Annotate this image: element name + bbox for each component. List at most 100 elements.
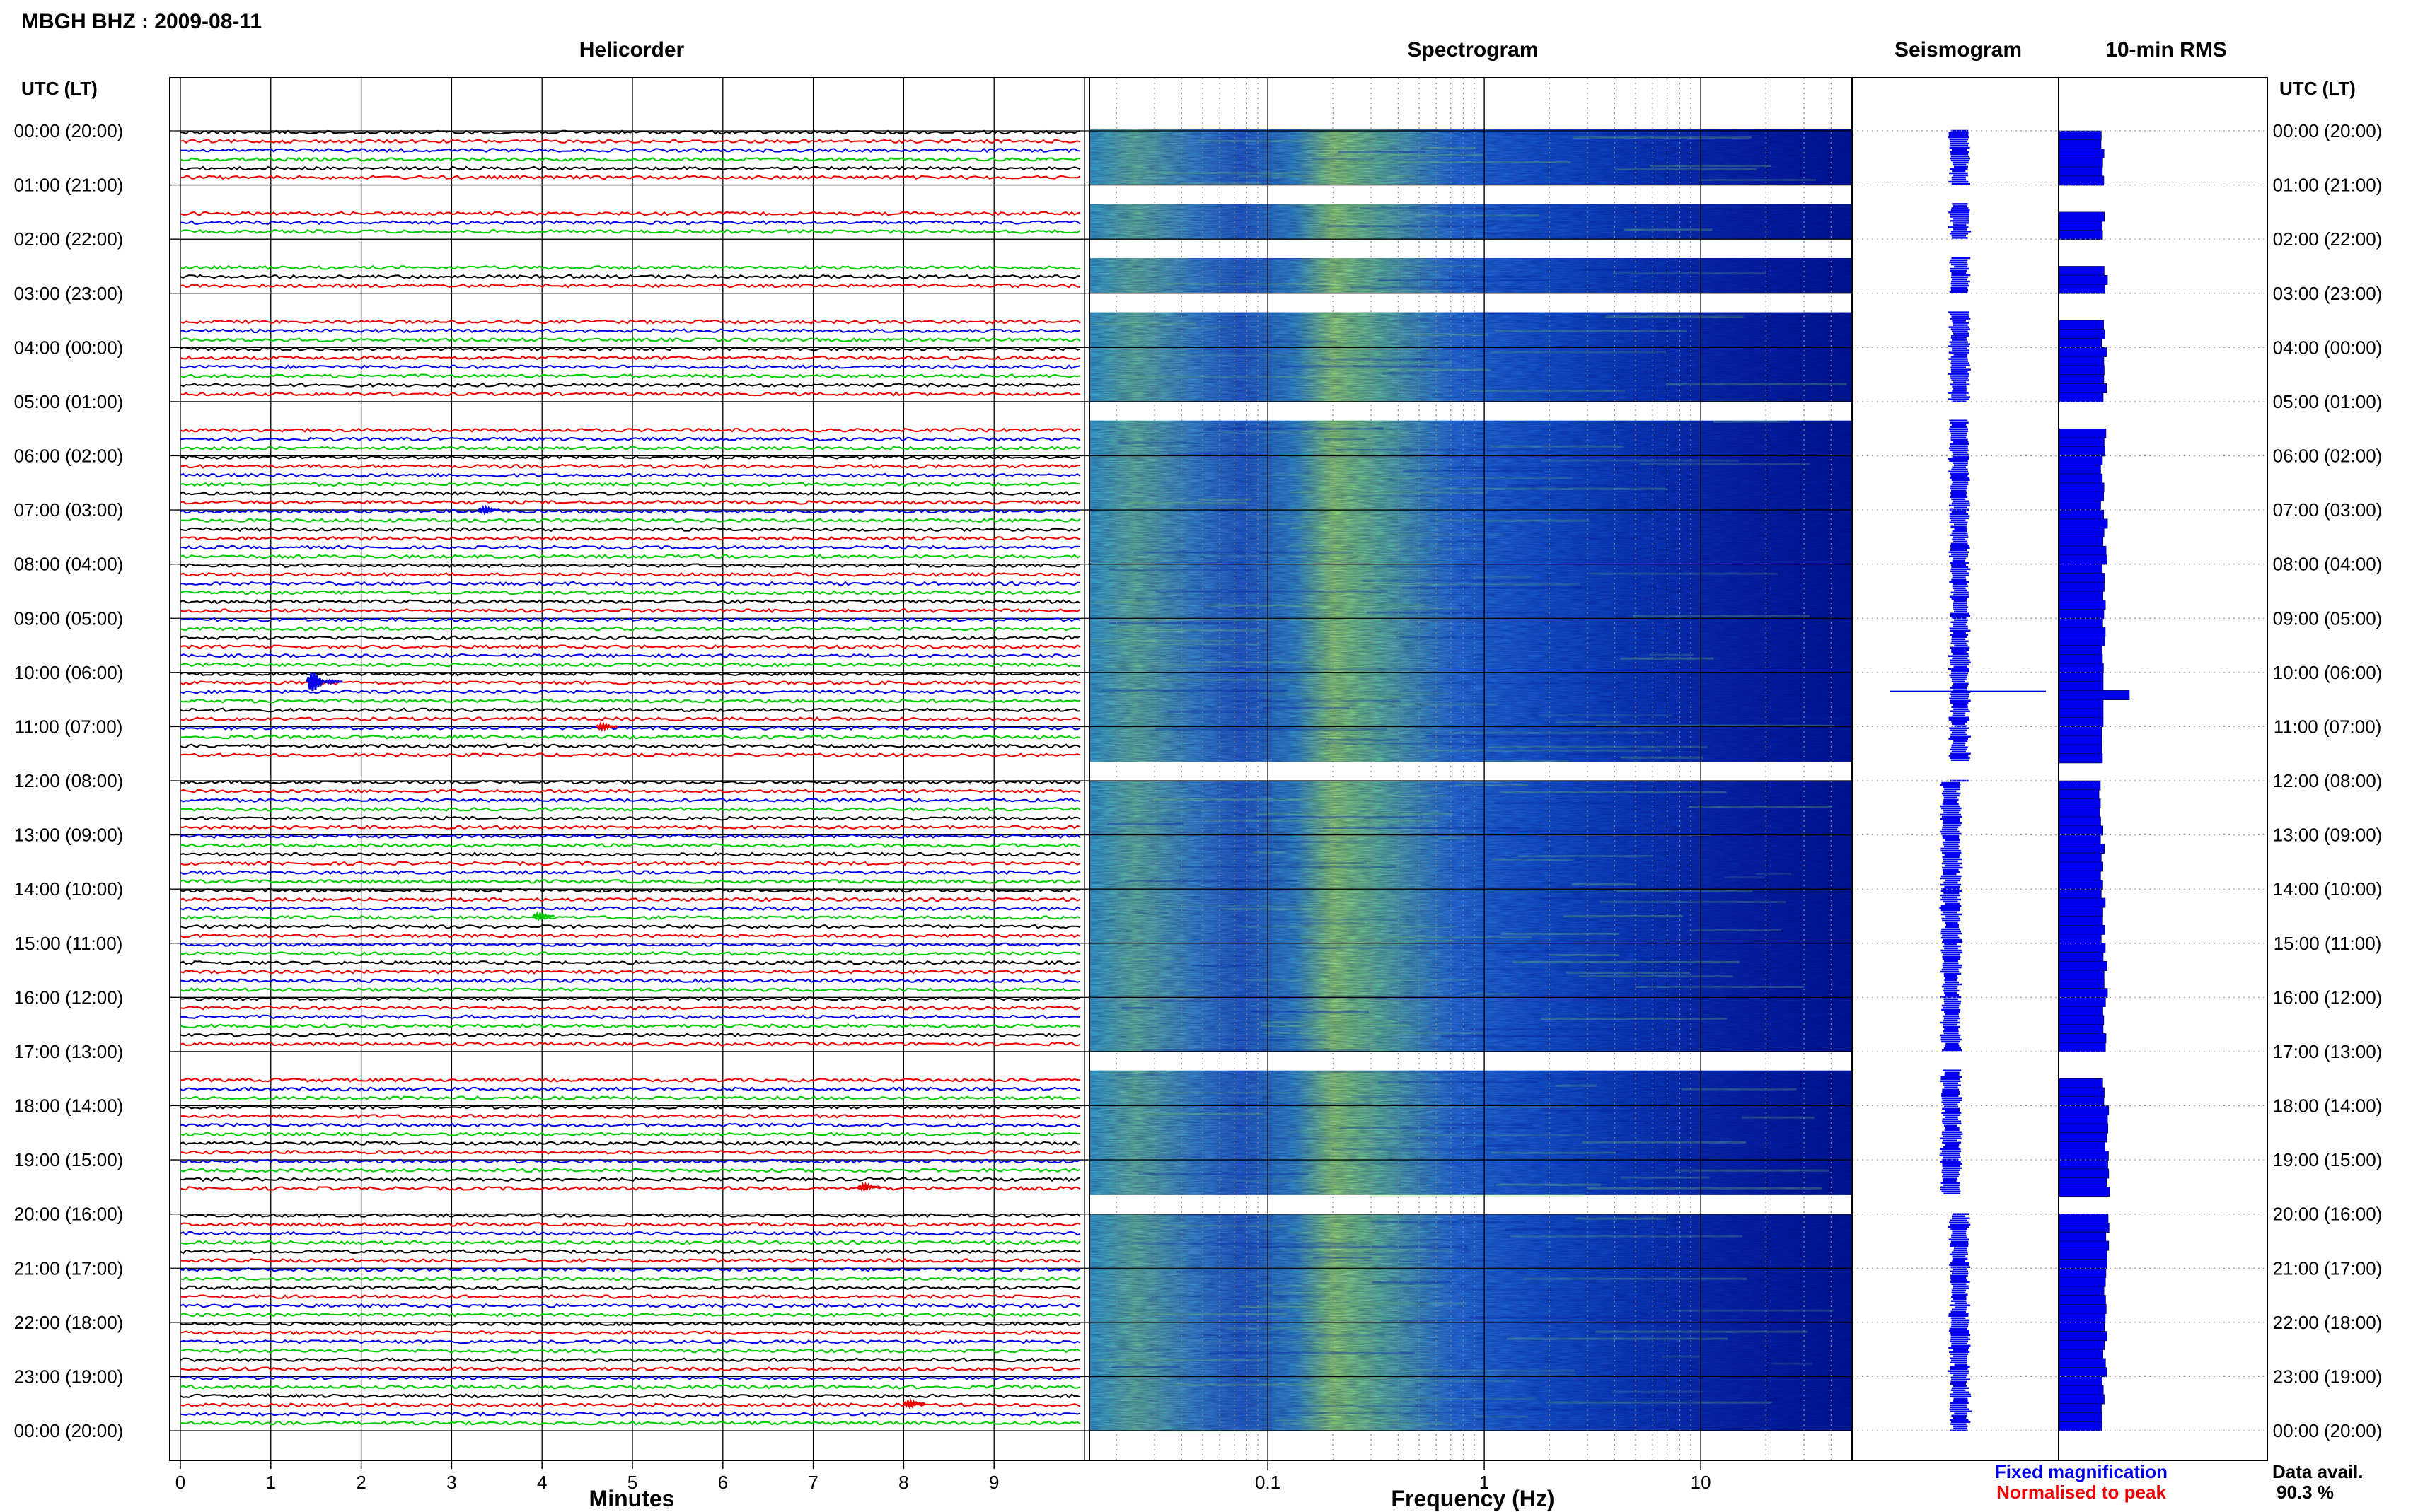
rms-bar xyxy=(2058,1277,2106,1287)
rms-bar xyxy=(2058,1367,2107,1378)
seismogram-trace xyxy=(1948,129,1970,185)
rms-bar xyxy=(2058,852,2102,863)
helicorder-heading: Helicorder xyxy=(579,38,685,62)
rms-bar xyxy=(2058,446,2105,457)
helicorder-trace xyxy=(180,834,1081,839)
time-label-left: 07:00 (03:00) xyxy=(14,499,124,521)
time-label-left: 10:00 (06:00) xyxy=(14,662,124,683)
rms-bar xyxy=(2058,564,2103,574)
rms-bar xyxy=(2058,365,2105,376)
helicorder-trace xyxy=(180,472,1081,478)
rms-bar xyxy=(2058,789,2100,800)
helicorder-trace xyxy=(180,1140,1081,1146)
helicorder-trace xyxy=(180,779,1081,785)
helicorder-trace xyxy=(180,878,1081,884)
rms-bar xyxy=(2058,1349,2103,1359)
time-label-left: 14:00 (10:00) xyxy=(14,878,124,900)
helicorder-trace xyxy=(180,129,1081,135)
helicorder-trace xyxy=(180,175,1081,180)
rms-bar xyxy=(2058,708,2104,719)
rms-bar xyxy=(2058,581,2105,592)
rms-bar xyxy=(2058,934,2102,944)
helicorder-trace xyxy=(180,1177,1081,1182)
helicorder-trace xyxy=(180,897,1081,902)
rms-bar xyxy=(2058,1358,2106,1368)
helicorder-trace xyxy=(180,328,1081,334)
minute-tick-label: 7 xyxy=(808,1472,818,1493)
seismogram-trace xyxy=(1949,257,1971,293)
panel-frames xyxy=(169,77,2268,1461)
data-avail-value: 90.3 % xyxy=(2277,1482,2334,1503)
rms-bar xyxy=(2058,825,2103,836)
time-label-left: 01:00 (21:00) xyxy=(14,175,124,196)
rms-bar xyxy=(2058,392,2104,402)
rms-bar xyxy=(2058,1240,2110,1251)
rms-bar xyxy=(2058,780,2101,791)
time-label-right: 00:00 (20:00) xyxy=(2273,120,2383,141)
rms-bar xyxy=(2058,807,2100,818)
helicorder-panel xyxy=(170,78,1852,1460)
rms-bar xyxy=(2058,672,2104,682)
time-label-left: 02:00 (22:00) xyxy=(14,228,124,250)
helicorder-trace xyxy=(180,1276,1081,1281)
rms-bar xyxy=(2058,274,2108,285)
helicorder-trace xyxy=(180,581,1081,586)
helicorder-trace xyxy=(180,1168,1081,1173)
rms-bar xyxy=(2058,1322,2105,1332)
helicorder-trace xyxy=(180,1041,1081,1047)
rms-bar xyxy=(2058,970,2105,980)
seismogram-panel xyxy=(1890,129,2046,1431)
rms-bar xyxy=(2058,1177,2107,1188)
seismic-event xyxy=(857,1181,881,1193)
helicorder-trace xyxy=(180,274,1081,279)
rms-bar xyxy=(2058,943,2106,953)
helicorder-trace xyxy=(180,635,1081,641)
rms-bar xyxy=(2058,1295,2106,1305)
helicorder-trace xyxy=(180,571,1081,578)
rms-bar xyxy=(2058,320,2104,330)
helicorder-trace xyxy=(180,915,1081,920)
rms-bar xyxy=(2058,509,2104,520)
rms-bar xyxy=(2058,816,2101,827)
helicorder-trace xyxy=(180,156,1080,162)
rms-bar xyxy=(2058,979,2105,989)
helicorder-trace xyxy=(180,1023,1081,1029)
time-label-right: 22:00 (18:00) xyxy=(2273,1312,2383,1333)
helicorder-trace xyxy=(180,590,1081,595)
utc-label-right: UTC (LT) xyxy=(2279,78,2356,99)
time-label-right: 02:00 (22:00) xyxy=(2273,228,2383,250)
rms-bar xyxy=(2058,1159,2108,1170)
helicorder-trace xyxy=(180,996,1081,1001)
rms-bar xyxy=(2058,699,2104,709)
helicorder-trace xyxy=(180,662,1081,668)
helicorder-trace xyxy=(180,283,1081,289)
helicorder-trace xyxy=(180,1384,1081,1390)
x-axes: 0 1 2 3 4 5 6 7 8 9 0.1 1 10 xyxy=(175,1460,1711,1493)
seismogram-trace xyxy=(1948,419,1971,761)
rms-bar xyxy=(2058,617,2103,628)
seismic-event xyxy=(531,910,555,922)
rms-bar xyxy=(2058,897,2106,908)
seismogram-heading: Seismogram xyxy=(1895,38,2022,62)
spectrogram-panel xyxy=(1089,78,1852,1460)
rms-bar xyxy=(2058,573,2105,583)
helicorder-trace xyxy=(180,463,1081,469)
spectrogram-texture xyxy=(1369,1194,1584,1197)
rms-bar xyxy=(2058,1105,2110,1116)
helicorder-trace xyxy=(180,1249,1081,1255)
frequency-axis-label: Frequency (Hz) xyxy=(1391,1486,1554,1511)
rms-bar xyxy=(2058,1394,2105,1405)
rms-bar xyxy=(2058,591,2103,601)
rms-bar xyxy=(2058,1015,2105,1025)
time-label-right: 09:00 (05:00) xyxy=(2273,607,2383,629)
helicorder-trace xyxy=(180,1366,1081,1372)
rms-bar xyxy=(2058,473,2103,484)
seismogram-trace xyxy=(1948,311,1971,402)
seismogram-trace xyxy=(1948,203,1972,239)
helicorder-trace xyxy=(180,1348,1081,1354)
helicorder-trace xyxy=(180,373,1081,379)
time-label-right: 18:00 (14:00) xyxy=(2273,1095,2383,1117)
helicorder-trace xyxy=(180,346,1081,351)
helicorder-trace xyxy=(180,942,1081,948)
